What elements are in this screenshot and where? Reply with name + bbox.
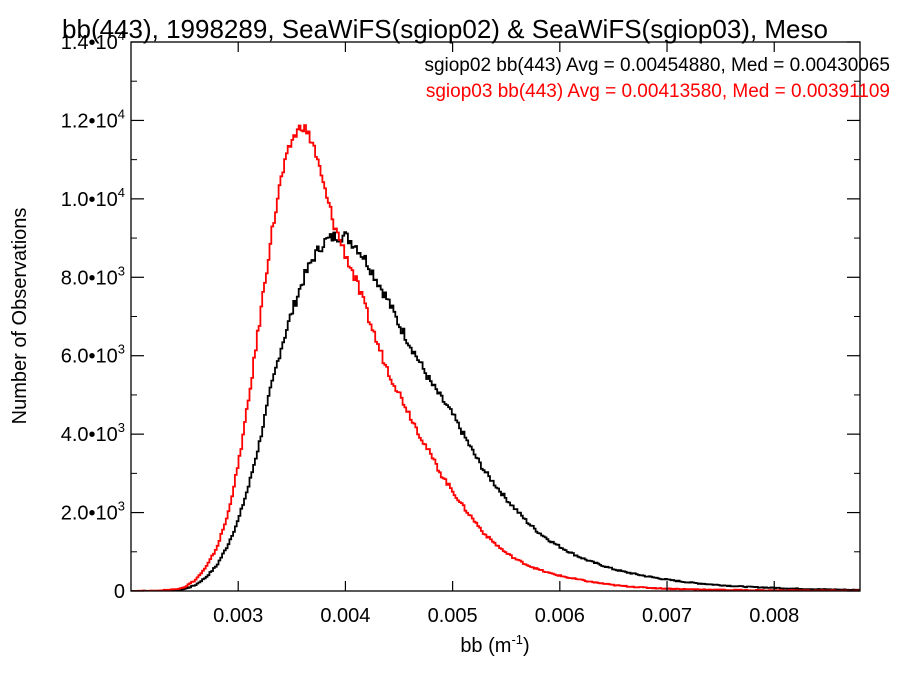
- y-tick-mantissa: 2.0•10: [61, 503, 118, 525]
- y-tick-exponent: 3: [118, 499, 125, 514]
- y-tick-exponent: 3: [118, 420, 125, 435]
- y-axis-ticks: 02.0•1034.0•1036.0•1038.0•1031.0•1041.2•…: [61, 28, 860, 603]
- x-axis-title-sup: -1: [511, 632, 523, 647]
- y-axis-title: Number of Observations: [9, 208, 31, 425]
- x-axis-ticks: 0.003 0.004 0.005 0.006 0.007 0.008: [213, 42, 799, 627]
- legend-entry-1: sgiop02 bb(443) Avg = 0.00454880, Med = …: [424, 55, 890, 76]
- legend-entry-2: sgiop03 bb(443) Avg = 0.00413580, Med = …: [426, 81, 890, 102]
- y-tick-mantissa: 1.4•10: [61, 32, 118, 54]
- y-tick-mantissa: 1.0•10: [61, 189, 118, 211]
- y-tick-exponent: 3: [118, 263, 125, 278]
- y-tick-label: 1.2•104: [61, 106, 125, 132]
- y-tick-mantissa: 4.0•10: [61, 424, 118, 446]
- series-layer: [131, 124, 860, 591]
- y-tick-mantissa: 0: [114, 581, 125, 603]
- x-tick-label: 0.008: [749, 605, 799, 627]
- y-tick-exponent: 3: [118, 342, 125, 357]
- series-line-1: [131, 231, 860, 591]
- y-tick-exponent: 4: [118, 185, 125, 200]
- x-tick-label: 0.004: [320, 605, 370, 627]
- y-tick-label: 0: [114, 581, 125, 603]
- y-tick-label: 1.0•104: [61, 185, 125, 211]
- x-axis-title-main: bb (m: [460, 635, 511, 657]
- x-tick-label: 0.005: [428, 605, 478, 627]
- legend: sgiop02 bb(443) Avg = 0.00454880, Med = …: [424, 55, 890, 102]
- x-tick-label: 0.003: [213, 605, 263, 627]
- y-tick-label: 6.0•103: [61, 342, 125, 368]
- series-line-2: [131, 124, 860, 591]
- y-tick-mantissa: 6.0•10: [61, 346, 118, 368]
- y-tick-label: 4.0•103: [61, 420, 125, 446]
- y-tick-label: 8.0•103: [61, 263, 125, 289]
- y-tick-label: 1.4•104: [61, 28, 125, 54]
- x-tick-label: 0.006: [535, 605, 585, 627]
- x-axis-title: bb (m-1): [460, 632, 529, 657]
- y-tick-exponent: 4: [118, 28, 125, 43]
- y-tick-mantissa: 8.0•10: [61, 267, 118, 289]
- chart-title: bb(443), 1998289, SeaWiFS(sgiop02) & Sea…: [62, 14, 828, 44]
- y-tick-exponent: 4: [118, 106, 125, 121]
- x-axis-title-suffix: ): [523, 635, 530, 657]
- y-tick-mantissa: 1.2•10: [61, 110, 118, 132]
- y-tick-label: 2.0•103: [61, 499, 125, 525]
- x-tick-label: 0.007: [642, 605, 692, 627]
